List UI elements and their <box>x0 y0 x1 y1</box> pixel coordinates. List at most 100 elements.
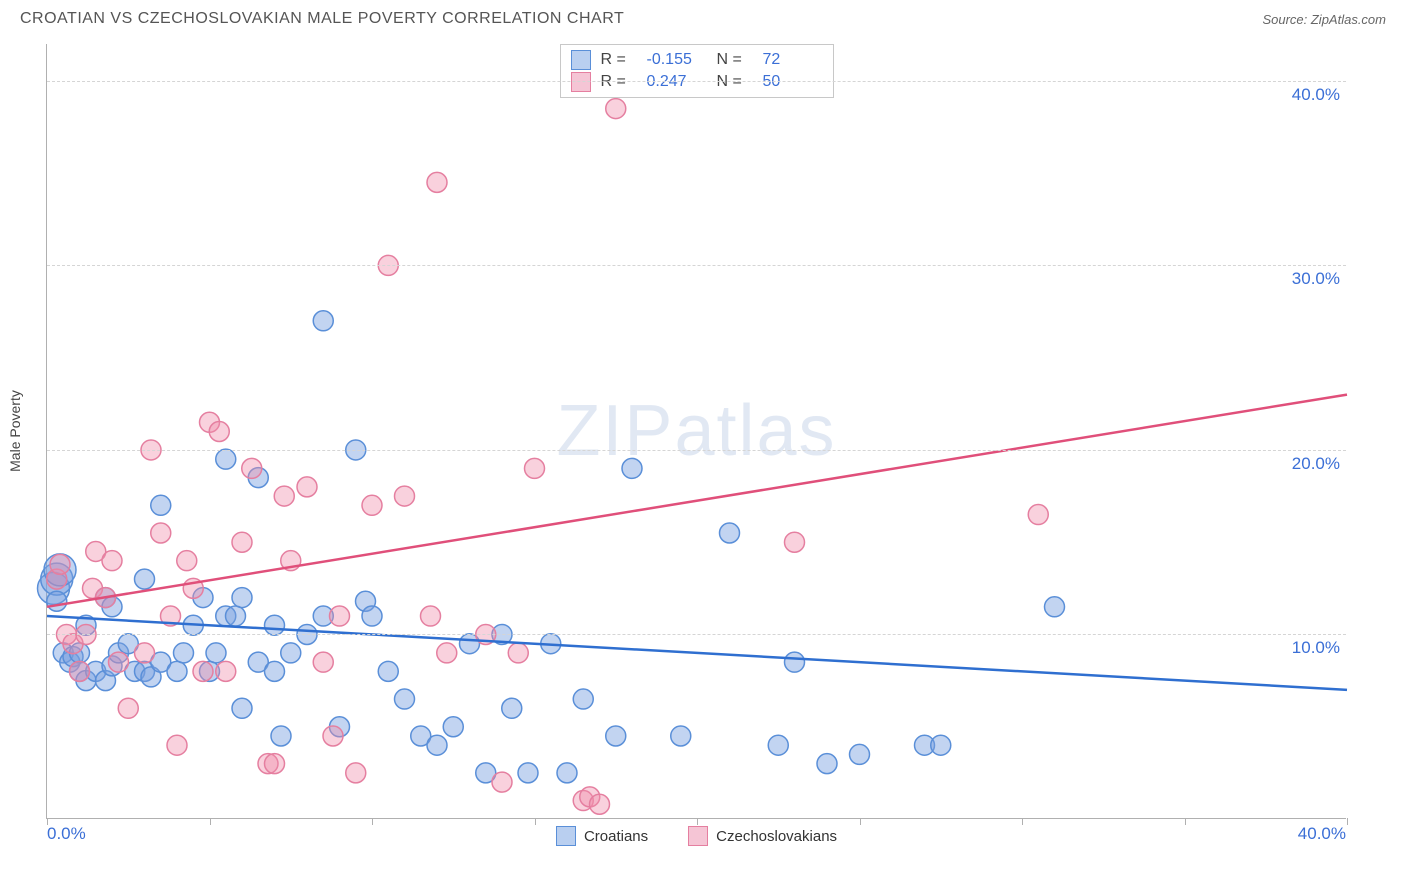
x-tick <box>372 818 373 825</box>
legend-swatch-series-2-bottom <box>688 826 708 846</box>
x-tick <box>697 818 698 825</box>
y-tick-label: 20.0% <box>1292 454 1340 474</box>
scatter-point <box>118 698 138 718</box>
r-value: 0.247 <box>647 73 707 91</box>
scatter-point <box>573 689 593 709</box>
scatter-point <box>785 532 805 552</box>
scatter-point <box>265 615 285 635</box>
legend-swatch-series-2 <box>571 72 591 92</box>
n-label: N = <box>717 73 753 91</box>
scatter-point <box>209 422 229 442</box>
scatter-point <box>242 458 262 478</box>
series-legend: Croatians Czechoslovakians <box>47 826 1346 846</box>
scatter-point <box>443 717 463 737</box>
correlation-legend: R = -0.155 N = 72 R = 0.247 N = 50 <box>560 44 834 98</box>
y-tick-label: 40.0% <box>1292 85 1340 105</box>
scatter-point <box>606 726 626 746</box>
x-tick <box>535 818 536 825</box>
trend-line <box>47 395 1347 607</box>
scatter-point <box>1045 597 1065 617</box>
scatter-point <box>206 643 226 663</box>
y-tick-label: 10.0% <box>1292 638 1340 658</box>
scatter-point <box>590 794 610 814</box>
scatter-point <box>525 458 545 478</box>
y-axis-title: Male Poverty <box>7 390 23 472</box>
scatter-point <box>395 486 415 506</box>
scatter-point <box>720 523 740 543</box>
scatter-point <box>502 698 522 718</box>
scatter-point <box>226 606 246 626</box>
scatter-point <box>850 744 870 764</box>
scatter-plot-svg <box>47 44 1346 818</box>
source-attribution: Source: ZipAtlas.com <box>1262 12 1386 27</box>
legend-swatch-series-1-bottom <box>556 826 576 846</box>
scatter-point <box>50 554 70 574</box>
r-label: R = <box>601 73 637 91</box>
chart-header: CROATIAN VS CZECHOSLOVAKIAN MALE POVERTY… <box>0 0 1406 34</box>
scatter-point <box>427 735 447 755</box>
scatter-point <box>274 486 294 506</box>
chart-title: CROATIAN VS CZECHOSLOVAKIAN MALE POVERTY… <box>20 10 624 28</box>
legend-row-series-1: R = -0.155 N = 72 <box>571 49 823 71</box>
grid-line <box>47 81 1346 82</box>
scatter-point <box>362 495 382 515</box>
source-prefix: Source: <box>1262 12 1310 27</box>
scatter-point <box>931 735 951 755</box>
x-tick <box>1347 818 1348 825</box>
r-value: -0.155 <box>647 51 707 69</box>
r-label: R = <box>601 51 637 69</box>
scatter-point <box>167 661 187 681</box>
scatter-point <box>395 689 415 709</box>
legend-swatch-series-1 <box>571 50 591 70</box>
trend-line <box>47 616 1347 690</box>
scatter-point <box>174 643 194 663</box>
scatter-point <box>817 754 837 774</box>
scatter-point <box>768 735 788 755</box>
scatter-point <box>557 763 577 783</box>
legend-row-series-2: R = 0.247 N = 50 <box>571 71 823 93</box>
x-tick <box>860 818 861 825</box>
x-tick <box>1185 818 1186 825</box>
scatter-point <box>622 458 642 478</box>
scatter-point <box>671 726 691 746</box>
scatter-point <box>232 532 252 552</box>
scatter-point <box>313 311 333 331</box>
legend-label-series-2: Czechoslovakians <box>716 828 837 845</box>
scatter-point <box>437 643 457 663</box>
x-tick <box>1022 818 1023 825</box>
scatter-point <box>193 661 213 681</box>
grid-line <box>47 450 1346 451</box>
grid-line <box>47 634 1346 635</box>
n-value: 50 <box>763 73 823 91</box>
legend-item-series-2: Czechoslovakians <box>688 826 837 846</box>
scatter-point <box>265 661 285 681</box>
scatter-point <box>232 698 252 718</box>
scatter-point <box>378 661 398 681</box>
scatter-point <box>508 643 528 663</box>
scatter-point <box>281 643 301 663</box>
legend-item-series-1: Croatians <box>556 826 648 846</box>
scatter-point <box>102 551 122 571</box>
scatter-point <box>177 551 197 571</box>
scatter-point <box>216 449 236 469</box>
scatter-point <box>135 643 155 663</box>
scatter-point <box>492 772 512 792</box>
grid-line <box>47 265 1346 266</box>
scatter-point <box>151 523 171 543</box>
scatter-point <box>135 569 155 589</box>
scatter-point <box>785 652 805 672</box>
scatter-point <box>167 735 187 755</box>
scatter-point <box>330 606 350 626</box>
scatter-point <box>518 763 538 783</box>
x-tick <box>210 818 211 825</box>
scatter-point <box>313 652 333 672</box>
scatter-point <box>606 99 626 119</box>
scatter-point <box>47 591 67 611</box>
n-label: N = <box>717 51 753 69</box>
scatter-point <box>323 726 343 746</box>
legend-label-series-1: Croatians <box>584 828 648 845</box>
scatter-point <box>232 588 252 608</box>
scatter-point <box>151 495 171 515</box>
source-name: ZipAtlas.com <box>1311 12 1386 27</box>
scatter-point <box>427 172 447 192</box>
